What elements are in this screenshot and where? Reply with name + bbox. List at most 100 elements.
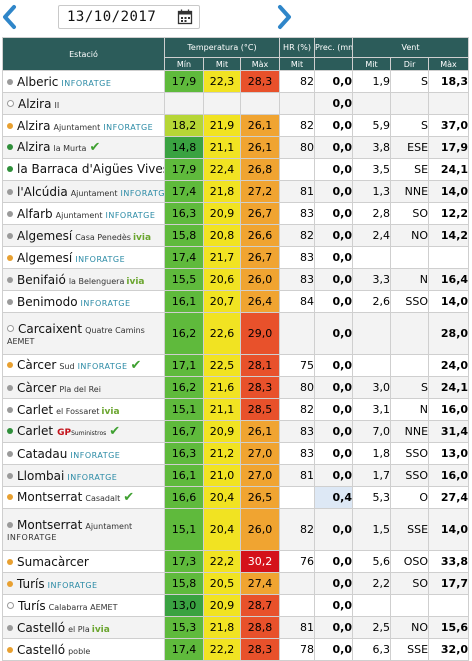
station-cell[interactable]: l'AlcúdiaAjuntamentINFORATGE [2, 180, 165, 203]
ivia-logo: ivia [91, 624, 110, 635]
station-cell[interactable]: Catadau INFORATGE [2, 442, 165, 465]
temp-min-cell: 17,3 [164, 550, 204, 573]
station-name[interactable]: Montserrat [17, 517, 83, 532]
col-temp-min[interactable]: Mín [164, 57, 204, 71]
station-cell[interactable]: Llombai INFORATGE [2, 464, 165, 487]
wind-dir-cell: S [390, 114, 430, 137]
station-name[interactable]: Alzira [17, 140, 51, 154]
station-cell[interactable]: Alzira Ajuntament INFORATGE [2, 114, 165, 137]
station-name[interactable]: Alzira [17, 118, 51, 133]
temp-mit-cell: 22,2 [203, 638, 241, 661]
prec-cell: 0,0 [314, 268, 354, 291]
station-cell[interactable]: Algemesí Casa Penedès ivia [2, 224, 165, 247]
station-cell[interactable]: Benifaió la Belenguera ivia [2, 268, 165, 291]
col-temp-mit[interactable]: Mit [203, 57, 241, 71]
station-status-dot [7, 122, 13, 129]
station-name[interactable]: Càrcer [17, 380, 57, 395]
next-day-button[interactable] [274, 4, 294, 30]
col-temp-max[interactable]: Màx [239, 57, 281, 71]
wind-mit-cell: 5,9 [352, 114, 392, 137]
station-name[interactable]: Llombai [17, 468, 65, 483]
station-cell[interactable]: Montserrat Ajuntament INFORATGE [2, 508, 165, 551]
temp-max-cell: 26,7 [239, 246, 281, 269]
station-subname: Sud [59, 362, 75, 371]
station-cell[interactable]: Carcaixent Quatre Camins AEMET [2, 312, 165, 355]
prec-cell: 0,0 [314, 202, 354, 225]
station-name[interactable]: Alzira [18, 96, 52, 111]
table-row: Llombai INFORATGE 16,1 21,0 27,0 81 0,0 1,7 SSO 1… [2, 464, 470, 487]
station-name[interactable]: Benifaió [17, 272, 66, 287]
station-cell[interactable]: Càrcer Sud INFORATGE ✔ [2, 354, 165, 377]
station-status-dot [7, 384, 13, 391]
station-cell[interactable]: Alzira la Murta ✔ [2, 136, 165, 159]
station-name[interactable]: Càrcer [17, 358, 57, 372]
temp-max-cell: 26,1 [239, 136, 281, 159]
station-cell[interactable]: Turís INFORATGE [2, 572, 165, 595]
col-hr-mit[interactable]: Mit [279, 57, 316, 71]
prec-cell: 0,0 [314, 354, 354, 377]
station-cell[interactable]: Alfarb Ajuntament INFORATGE [2, 202, 165, 225]
station-cell[interactable]: Montserrat Casadalt ✔ [2, 486, 165, 509]
station-name[interactable]: Turís [18, 598, 46, 613]
station-cell[interactable]: Castelló el Pla ivia [2, 616, 165, 639]
station-subname-line2: INFORATGE [7, 532, 57, 542]
temp-min-cell: 16,2 [164, 312, 204, 355]
wind-mit-cell: 1,5 [352, 508, 392, 551]
station-subname: Calabarra AEMET [48, 602, 118, 612]
temp-max-cell: 28,5 [239, 398, 281, 421]
hr-cell: 84 [279, 290, 316, 313]
station-name[interactable]: Carlet [17, 424, 54, 438]
station-name[interactable]: Benimodo [17, 294, 78, 309]
station-cell[interactable]: Carlet el Fossaret ivia [2, 398, 165, 421]
temp-min-cell: 14,8 [164, 136, 204, 159]
station-name[interactable]: Sumacàrcer [17, 554, 89, 569]
station-name[interactable]: la Barraca d'Aigües Vives [17, 162, 165, 176]
station-name[interactable]: l'Alcúdia [17, 184, 68, 199]
station-name[interactable]: Carcaixent [18, 321, 83, 336]
station-name[interactable]: Castelló [17, 642, 66, 657]
wind-max-cell: 24,0 [428, 354, 470, 377]
inforatge-logo: INFORATGE [120, 188, 165, 198]
prec-cell: 0,0 [314, 312, 354, 355]
station-cell[interactable]: Sumacàrcer [2, 550, 165, 573]
table-row: Castelló poble 17,4 22,2 28,3 78 0,0 6,3 SSE 32,0 [2, 638, 470, 661]
station-cell[interactable]: Alberic INFORATGE [2, 70, 165, 93]
station-cell[interactable]: Benimodo INFORATGE [2, 290, 165, 313]
prec-cell: 0,0 [314, 638, 354, 661]
station-cell[interactable]: Turís Calabarra AEMET [2, 594, 165, 617]
wind-dir-cell: S [390, 70, 430, 93]
station-name[interactable]: Montserrat [17, 490, 83, 504]
col-estacio[interactable]: Estació [2, 37, 165, 71]
col-vent-mit[interactable]: Mit [352, 57, 392, 71]
station-name[interactable]: Alfarb [17, 206, 53, 221]
calendar-icon[interactable] [177, 9, 193, 25]
station-name[interactable]: Turís [17, 576, 45, 591]
temp-mit-cell: 20,9 [203, 202, 241, 225]
wind-mit-cell [352, 594, 392, 617]
temp-max-cell: 26,0 [239, 508, 281, 551]
station-status-dot [7, 78, 13, 85]
wind-mit-cell: 2,4 [352, 224, 392, 247]
table-row: Algemesí Casa Penedès ivia 15,8 20,8 26,6 82 0,… [2, 224, 470, 247]
date-picker[interactable]: 13/10/2017 [58, 5, 200, 29]
col-vent: Vent [352, 37, 470, 58]
temp-mit-cell: 22,2 [203, 550, 241, 573]
col-vent-max[interactable]: Màx [428, 57, 470, 71]
station-cell[interactable]: la Barraca d'Aigües Vives✔ [2, 158, 165, 181]
station-cell[interactable]: Castelló poble [2, 638, 165, 661]
station-cell[interactable]: Alzira II [2, 92, 165, 115]
station-name[interactable]: Carlet [17, 402, 54, 417]
station-cell[interactable]: Càrcer Pla del Rei [2, 376, 165, 399]
col-vent-dir[interactable]: Dir [390, 57, 430, 71]
station-name[interactable]: Algemesí [17, 228, 73, 243]
station-cell[interactable]: Carlet GPSuministros ✔ [2, 420, 165, 443]
station-name[interactable]: Catadau [17, 446, 68, 461]
previous-day-button[interactable] [0, 4, 20, 30]
station-name[interactable]: Alberic [17, 74, 59, 89]
station-name[interactable]: Castelló [17, 620, 66, 635]
wind-max-cell: 16,4 [428, 268, 470, 291]
temp-min-cell: 17,9 [164, 70, 204, 93]
station-name[interactable]: Algemesí [17, 250, 73, 265]
station-cell[interactable]: Algemesí INFORATGE [2, 246, 165, 269]
station-status-dot [7, 166, 13, 172]
